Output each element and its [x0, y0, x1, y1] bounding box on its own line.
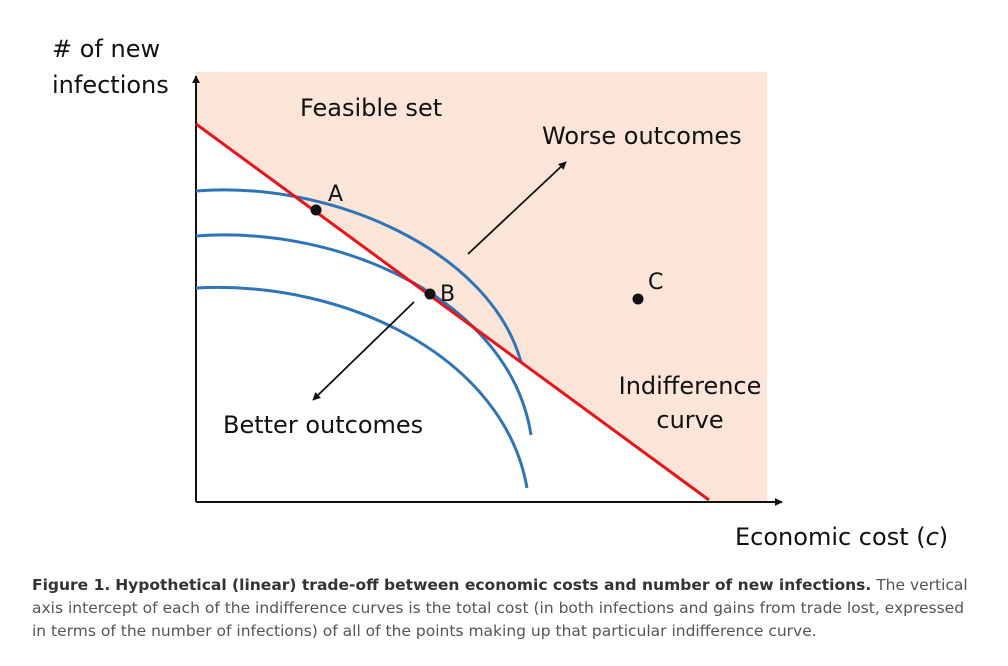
point-b-label: B — [440, 282, 455, 307]
feasible-set-region — [196, 72, 767, 502]
indifference-curve-inner — [195, 285, 529, 489]
caption-body-text: The vertical axis intercept of each of t… — [32, 576, 968, 640]
point-a-marker — [310, 204, 322, 216]
caption-figure-label: Figure 1. — [32, 576, 111, 594]
point-b-marker — [424, 288, 436, 300]
x-axis-label: Economic cost (c) — [735, 523, 948, 551]
tradeoff-line — [195, 122, 710, 502]
worse-outcomes-label: Worse outcomes — [542, 122, 742, 150]
point-c-label: C — [648, 270, 663, 295]
caption-bold-text: Hypothetical (linear) trade-off between … — [115, 576, 872, 594]
worse-outcomes-arrow — [467, 161, 567, 255]
y-axis-label-line-1: # of new — [52, 35, 160, 63]
better-outcomes-arrow — [312, 301, 415, 401]
indifference-curve-label-line-2: curve — [656, 406, 723, 434]
indifference-curve-label-line-1: Indifference — [619, 372, 762, 400]
feasible-set-label: Feasible set — [300, 94, 442, 122]
figure-caption: Figure 1. Hypothetical (linear) trade-of… — [32, 574, 972, 643]
indifference-curve-outer — [195, 188, 523, 363]
point-a-label: A — [328, 182, 343, 207]
better-outcomes-label: Better outcomes — [223, 411, 423, 439]
tradeoff-diagram: A B C # of new infections Economic cost … — [52, 35, 948, 551]
point-c-marker — [632, 293, 644, 305]
y-axis-label-line-2: infections — [52, 71, 169, 99]
